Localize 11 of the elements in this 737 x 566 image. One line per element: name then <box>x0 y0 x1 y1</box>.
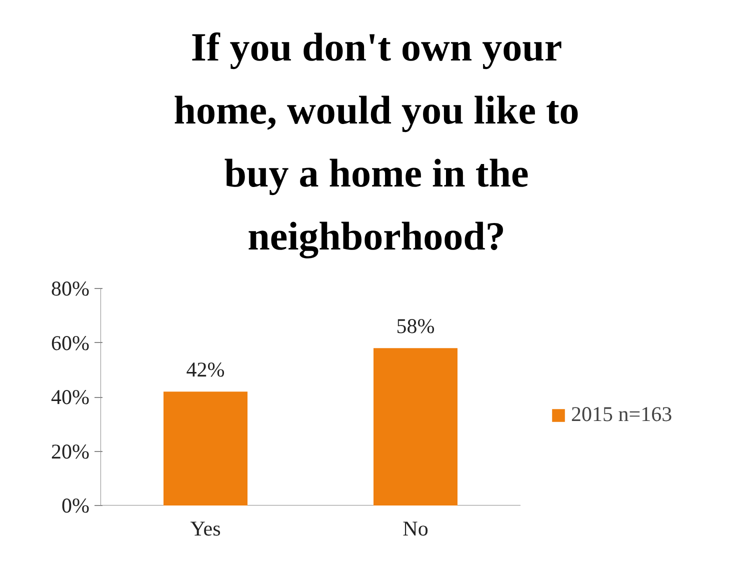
y-tick-label: 60% <box>51 330 90 355</box>
text: 58% <box>396 314 435 338</box>
text: 42% <box>186 358 225 382</box>
y-tick-label: 80% <box>51 276 90 300</box>
y-tick-label: 0% <box>62 494 90 518</box>
y-tick-label: 40% <box>51 385 90 409</box>
x-tick-label: Yes <box>190 516 221 540</box>
legend-label: 2015 n=163 <box>571 402 672 427</box>
chart-title: If you don't own your home, would you like to buy a home in the neighborhood? <box>174 24 580 258</box>
x-tick-label: No <box>402 516 428 540</box>
y-tick-label: 20% <box>51 439 90 464</box>
